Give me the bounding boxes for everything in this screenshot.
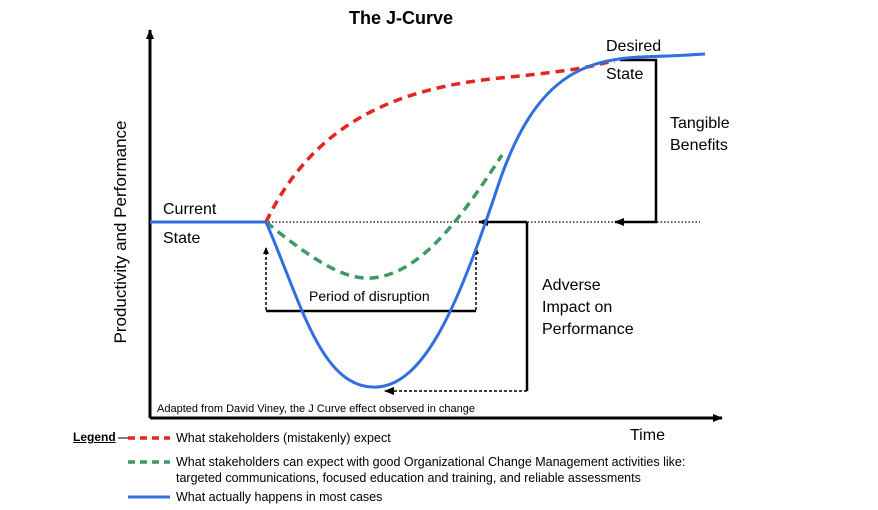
y-axis-label: Productivity and Performance: [111, 120, 130, 344]
adverse-impact-label-line3: Performance: [542, 321, 634, 338]
adverse-impact-label-line2: Impact on: [542, 299, 613, 316]
legend-item-ocm-line1: What stakeholders can expect with good O…: [176, 455, 686, 469]
diagram-title: The J-Curve: [349, 8, 454, 28]
desired-state-label-line1: Desired: [606, 38, 662, 55]
desired-state-label-line2: State: [606, 66, 644, 83]
tangible-benefits-label-line2: Benefits: [670, 137, 728, 154]
attribution-note: Adapted from David Viney, the J Curve ef…: [157, 403, 475, 415]
current-state-label-line2: State: [163, 230, 201, 247]
legend-item-ocm-line2: targeted communications, focused educati…: [176, 471, 641, 485]
legend-item-expected: What stakeholders (mistakenly) expect: [176, 431, 391, 445]
actual-curve-blue: [264, 52, 706, 389]
expected-curve-red: [264, 59, 616, 223]
period-of-disruption-label: Period of disruption: [309, 288, 430, 304]
legend-item-actual: What actually happens in most cases: [176, 490, 383, 504]
current-state-label-line1: Current: [163, 201, 217, 218]
adverse-impact-label-line1: Adverse: [542, 277, 601, 294]
ocm-curve-green: [264, 154, 504, 280]
tangible-benefits-bracket: [614, 58, 658, 226]
tangible-benefits-label-line1: Tangible: [670, 115, 730, 132]
legend-title: Legend: [73, 430, 116, 444]
x-axis-label: Time: [630, 427, 665, 444]
